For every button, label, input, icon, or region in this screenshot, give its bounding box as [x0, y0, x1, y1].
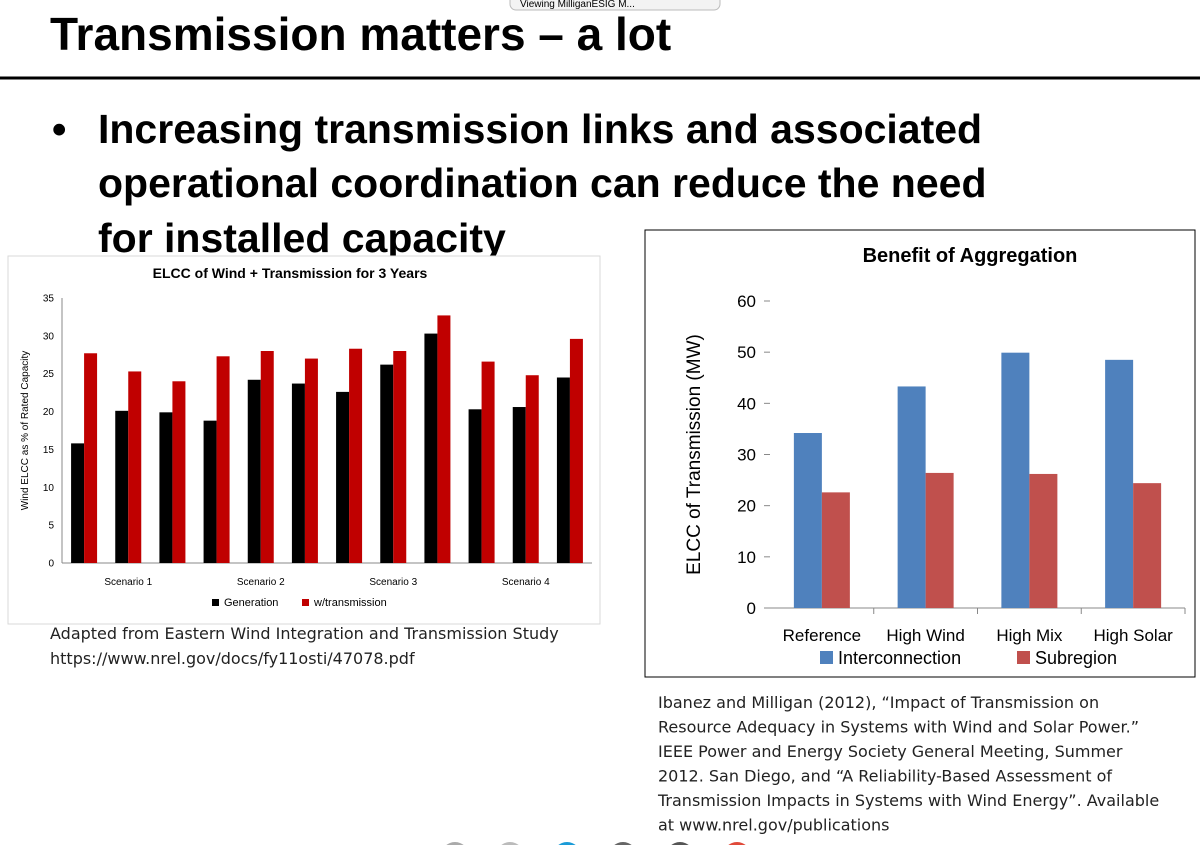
y-tick-label: 20 — [43, 407, 55, 418]
legend-swatch — [302, 599, 309, 606]
y-tick-label: 0 — [747, 599, 756, 618]
bar — [128, 371, 142, 563]
caption: 2012. San Diego, and “A Reliability-Base… — [658, 767, 1112, 786]
bar — [203, 420, 217, 563]
legend-swatch — [820, 651, 833, 664]
caption: https://www.nrel.gov/docs/fy11osti/47078… — [50, 649, 415, 668]
bar — [159, 412, 173, 563]
x-tick-label: Scenario 4 — [502, 577, 550, 588]
toolbar-button[interactable] — [553, 842, 581, 845]
bar — [304, 358, 318, 563]
legend-label: w/transmission — [313, 597, 387, 609]
slide-title: Transmission matters – a lot — [50, 8, 671, 60]
legend-label: Subregion — [1035, 648, 1117, 668]
bar — [569, 338, 583, 563]
bar — [437, 315, 451, 563]
caption: Resource Adequacy in Systems with Wind a… — [658, 718, 1139, 737]
bar — [925, 472, 954, 608]
y-tick-label: 15 — [43, 445, 55, 456]
y-tick-label: 5 — [48, 521, 54, 532]
bar — [1001, 352, 1030, 608]
bar — [481, 361, 495, 563]
x-tick-label: Scenario 3 — [369, 577, 417, 588]
bar — [393, 351, 407, 563]
toolbar-button[interactable] — [609, 842, 637, 845]
viewer-tab[interactable] — [509, 0, 721, 11]
y-tick-label: 10 — [43, 483, 55, 494]
bar — [336, 391, 350, 563]
bar — [291, 383, 305, 563]
caption: Transmission Impacts in Systems with Win… — [657, 791, 1159, 810]
bar — [260, 351, 274, 563]
bar — [1105, 359, 1134, 608]
x-tick-label: Scenario 2 — [237, 577, 285, 588]
toolbar-button[interactable] — [723, 842, 751, 845]
bullet-line: for installed capacity — [98, 215, 506, 261]
chart-title: ELCC of Wind + Transmission for 3 Years — [153, 265, 428, 281]
bar — [1029, 473, 1058, 608]
y-tick-label: 30 — [43, 331, 55, 342]
legend-swatch — [212, 599, 219, 606]
bar — [84, 353, 98, 563]
viewer-tab-label: Viewing MilliganESIG M... — [520, 0, 635, 10]
y-tick-label: 10 — [737, 548, 756, 567]
bar — [247, 379, 261, 563]
x-tick-label: High Mix — [996, 626, 1063, 645]
bullet-line: operational coordination can reduce the … — [98, 160, 987, 206]
bar — [468, 409, 482, 563]
bar — [349, 348, 363, 563]
legend-label: Interconnection — [838, 648, 961, 668]
caption: at www.nrel.gov/publications — [658, 816, 890, 835]
x-tick-label: Reference — [783, 626, 861, 645]
bullet-line: Increasing transmission links and associ… — [98, 106, 982, 152]
bar — [71, 443, 85, 563]
bar — [821, 492, 850, 608]
bar — [512, 407, 526, 563]
bar — [115, 410, 129, 563]
toolbar-button[interactable] — [666, 842, 694, 845]
bar — [172, 381, 186, 563]
caption: IEEE Power and Energy Society General Me… — [658, 742, 1123, 761]
legend-swatch — [1017, 651, 1030, 664]
x-tick-label: High Wind — [886, 626, 964, 645]
y-axis-label: ELCC of Transmission (MW) — [684, 334, 705, 575]
y-tick-label: 35 — [43, 294, 55, 305]
y-tick-label: 40 — [737, 394, 756, 413]
bullet-dot: • — [52, 106, 66, 152]
bar — [1133, 483, 1162, 608]
toolbar-button[interactable] — [496, 842, 524, 845]
y-tick-label: 50 — [737, 343, 756, 362]
bar — [556, 377, 570, 563]
x-tick-label: High Solar — [1093, 626, 1173, 645]
caption: Ibanez and Milligan (2012), “Impact of T… — [658, 693, 1099, 712]
bar — [525, 375, 539, 563]
bar — [424, 333, 438, 563]
y-tick-label: 25 — [43, 369, 55, 380]
y-tick-label: 30 — [737, 445, 756, 464]
y-tick-label: 0 — [48, 559, 54, 570]
bar — [897, 386, 926, 608]
bar — [216, 356, 230, 563]
y-axis-label: Wind ELCC as % of Rated Capacity — [20, 351, 31, 511]
legend-label: Generation — [224, 597, 278, 609]
toolbar-button[interactable] — [441, 842, 469, 845]
bar — [793, 433, 822, 608]
caption: Adapted from Eastern Wind Integration an… — [50, 624, 559, 643]
bar — [380, 364, 394, 563]
y-tick-label: 20 — [737, 497, 756, 516]
x-tick-label: Scenario 1 — [104, 577, 152, 588]
chart-title: Benefit of Aggregation — [863, 245, 1078, 267]
y-tick-label: 60 — [737, 292, 756, 311]
